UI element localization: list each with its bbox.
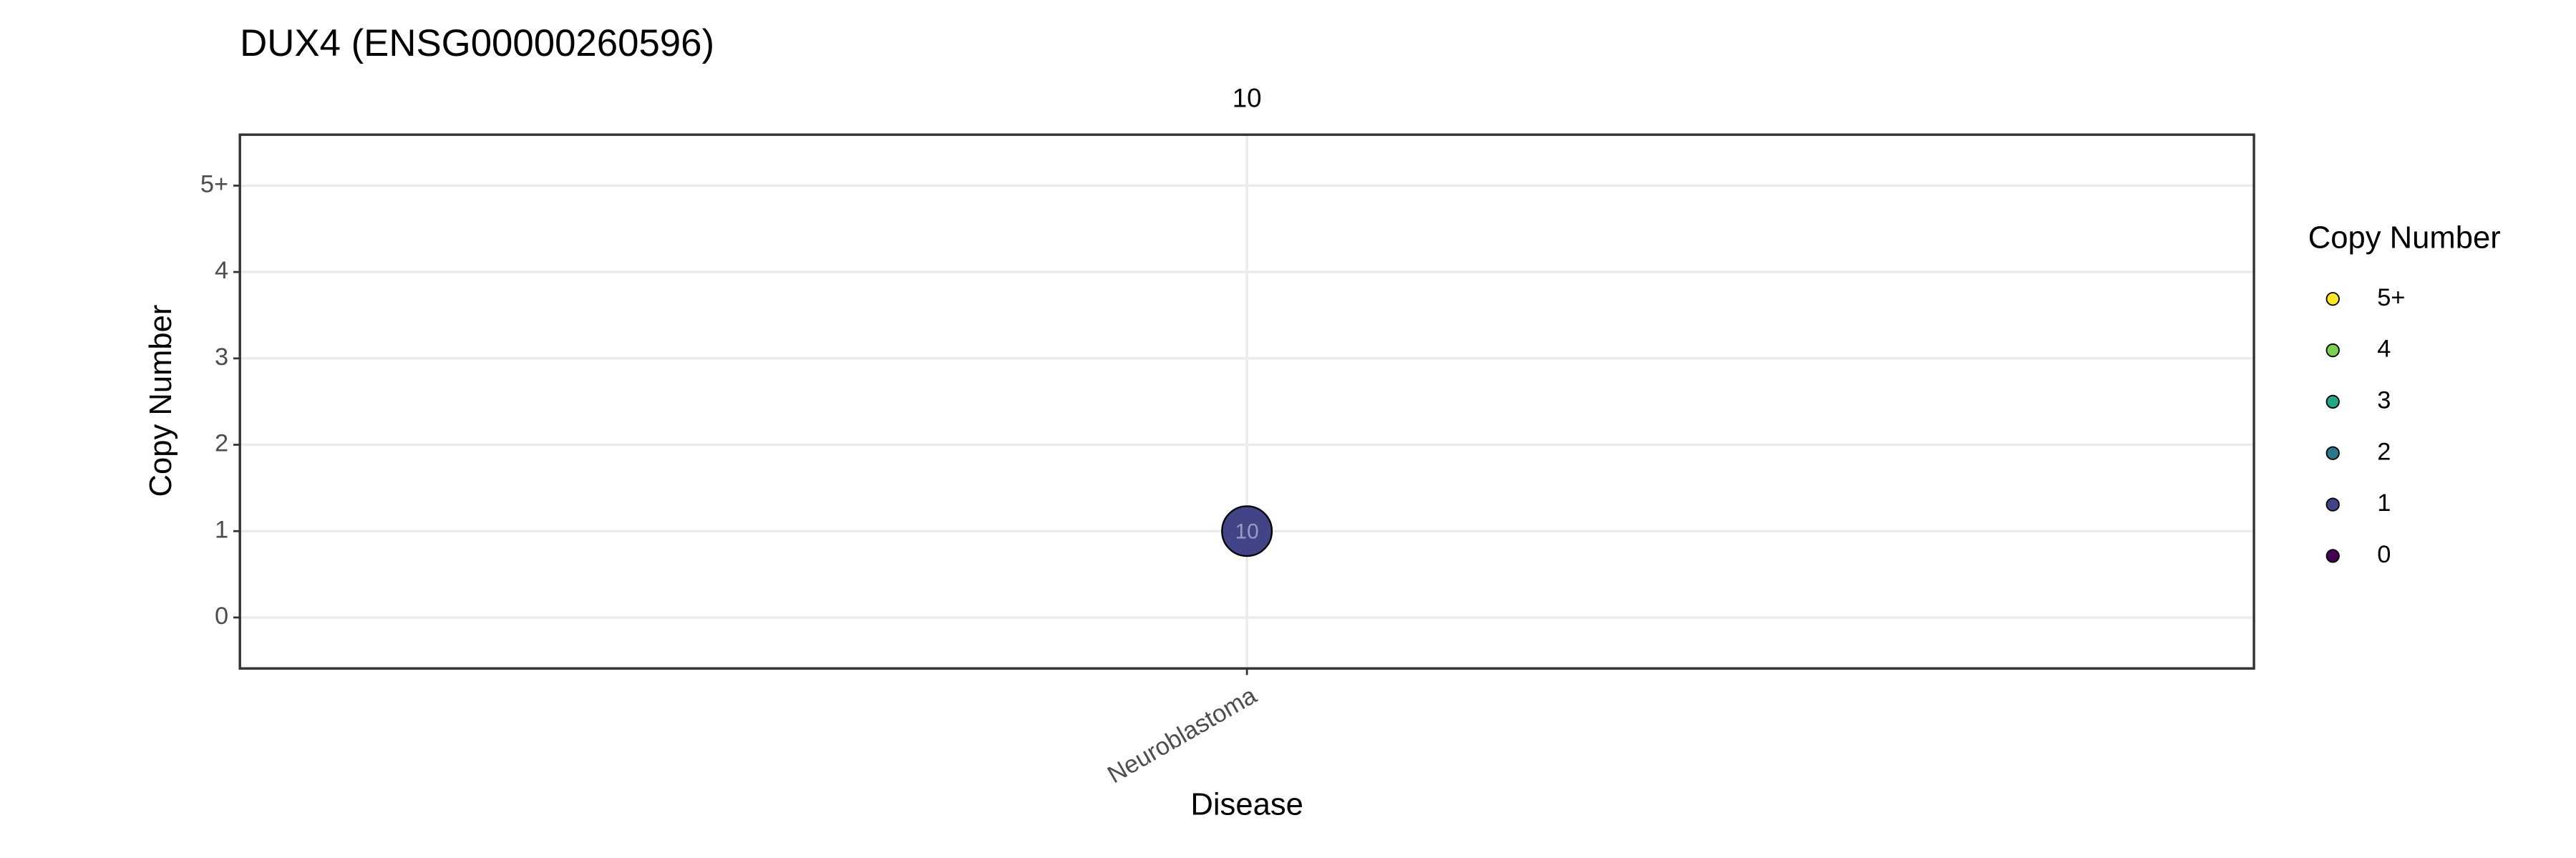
legend-swatch — [2325, 394, 2340, 409]
legend-label: 2 — [2377, 438, 2391, 465]
y-tick-label: 5+ — [200, 171, 228, 198]
legend-swatch — [2325, 446, 2340, 460]
legend-label: 5+ — [2377, 284, 2405, 311]
y-tick-label: 3 — [215, 343, 228, 371]
y-tick-label: 4 — [215, 257, 228, 284]
legend-label: 0 — [2377, 541, 2391, 568]
legend-swatch — [2325, 497, 2340, 512]
bubble-label: 10 — [1235, 520, 1259, 543]
legend-swatch — [2325, 292, 2340, 306]
legend-title: Copy Number — [2308, 221, 2501, 255]
x-axis-title: Disease — [1190, 787, 1303, 822]
bubble — [1221, 505, 1273, 557]
legend-swatch — [2325, 549, 2340, 563]
legend-label: 1 — [2377, 489, 2391, 517]
top-label: 10 — [1233, 84, 1262, 113]
y-axis-title: Copy Number — [144, 305, 178, 497]
legend-label: 3 — [2377, 386, 2391, 414]
plot-border — [238, 133, 2255, 670]
y-tick-label: 2 — [215, 430, 228, 457]
x-tick-label: Neuroblastoma — [1103, 681, 1262, 789]
y-tick-label: 0 — [215, 603, 228, 630]
legend-label: 4 — [2377, 336, 2391, 363]
chart-title: DUX4 (ENSG00000260596) — [240, 22, 714, 64]
legend-swatch — [2325, 343, 2340, 358]
y-tick-label: 1 — [215, 516, 228, 543]
